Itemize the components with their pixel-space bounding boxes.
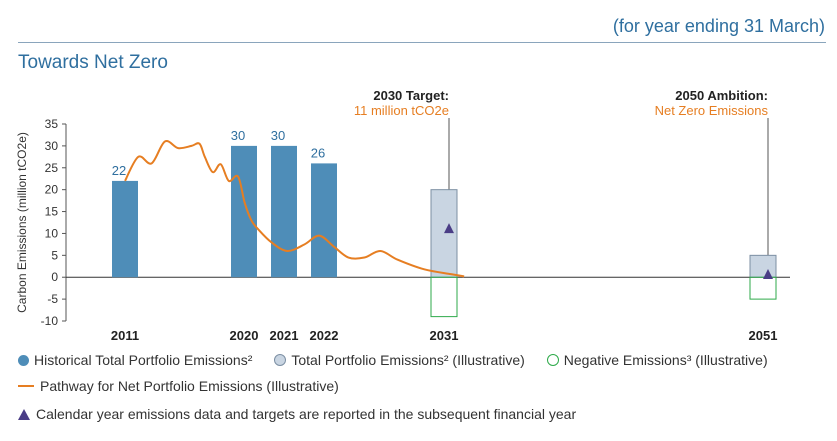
target-marker-2031 — [444, 223, 454, 234]
y-tick-label: 15 — [45, 205, 59, 219]
x-tick-label-2022: 2022 — [310, 328, 339, 343]
bar-value-label-2020: 30 — [231, 128, 245, 143]
negative-bar-2051 — [749, 276, 777, 300]
pathway-line — [124, 140, 465, 278]
legend-calendar-label: Calendar year emissions data and targets… — [36, 406, 577, 422]
bar-value-label-2021: 30 — [271, 128, 285, 143]
x-tick-label-2051: 2051 — [749, 328, 778, 343]
negative-bar-2031 — [430, 276, 458, 318]
illustrative-bar-2051 — [749, 254, 777, 278]
y-tick-label: 30 — [45, 139, 59, 153]
legend-historical-label: Historical Total Portfolio Emissions² — [34, 352, 253, 368]
y-tick-label: 20 — [45, 183, 59, 197]
x-tick-label-2020: 2020 — [230, 328, 259, 343]
chart-title: Towards Net Zero — [18, 52, 168, 73]
historical-bar-2022 — [311, 163, 337, 278]
legend-row-3: Calendar year emissions data and targets… — [18, 406, 598, 422]
y-tick-label: 10 — [45, 226, 59, 240]
y-tick-label: -5 — [47, 292, 58, 306]
y-tick-label: 25 — [45, 161, 59, 175]
header-divider — [18, 42, 826, 43]
annotation-detail-2051: Net Zero Emissions — [655, 103, 769, 118]
annotation-detail-2031: 11 million tCO2e — [354, 103, 449, 118]
legend-historical: Historical Total Portfolio Emissions² — [18, 352, 252, 368]
legend-negative: Negative Emissions³ (Illustrative) — [546, 352, 768, 368]
legend-total-illustrative: Total Portfolio Emissions² (Illustrative… — [274, 352, 525, 368]
illustrative-bar-2031 — [430, 189, 458, 278]
period-note: (for year ending 31 March) — [612, 16, 825, 36]
legend-calendar-note: Calendar year emissions data and targets… — [18, 406, 576, 422]
historical-bar-2020 — [231, 145, 257, 278]
legend-pathway: Pathway for Net Portfolio Emissions (Ill… — [18, 378, 339, 394]
y-tick-label: 35 — [45, 117, 59, 131]
filled-circle-icon — [18, 354, 29, 366]
x-tick-label-2011: 2011 — [111, 328, 139, 343]
target-marker-2051 — [763, 269, 773, 280]
hollow-circle-icon — [546, 354, 559, 366]
y-tick-label: 5 — [51, 248, 58, 262]
x-tick-label-2031: 2031 — [430, 328, 459, 343]
historical-bar-2011 — [112, 180, 138, 278]
x-tick-label-2021: 2021 — [270, 328, 299, 343]
annotation-title-2051: 2050 Ambition: — [675, 88, 768, 103]
y-axis-label: Carbon Emissions (million tCO2e) — [15, 132, 29, 313]
legend-row-1: Historical Total Portfolio Emissions² To… — [18, 352, 790, 368]
legend-negative-label: Negative Emissions³ (Illustrative) — [563, 352, 768, 368]
grey-circle-icon — [274, 354, 287, 366]
line-icon — [18, 385, 34, 387]
y-tick-label: 0 — [51, 270, 58, 284]
bar-value-label-2022: 26 — [311, 145, 325, 160]
y-tick-label: -10 — [41, 314, 59, 328]
legend-row-2: Pathway for Net Portfolio Emissions (Ill… — [18, 378, 361, 394]
annotation-title-2031: 2030 Target: — [373, 88, 449, 103]
historical-bar-2021 — [271, 145, 297, 278]
legend-pathway-label: Pathway for Net Portfolio Emissions (Ill… — [40, 378, 339, 394]
bar-value-label-2011: 22 — [112, 163, 126, 178]
triangle-icon — [18, 408, 30, 420]
legend-total-label: Total Portfolio Emissions² (Illustrative… — [291, 352, 525, 368]
